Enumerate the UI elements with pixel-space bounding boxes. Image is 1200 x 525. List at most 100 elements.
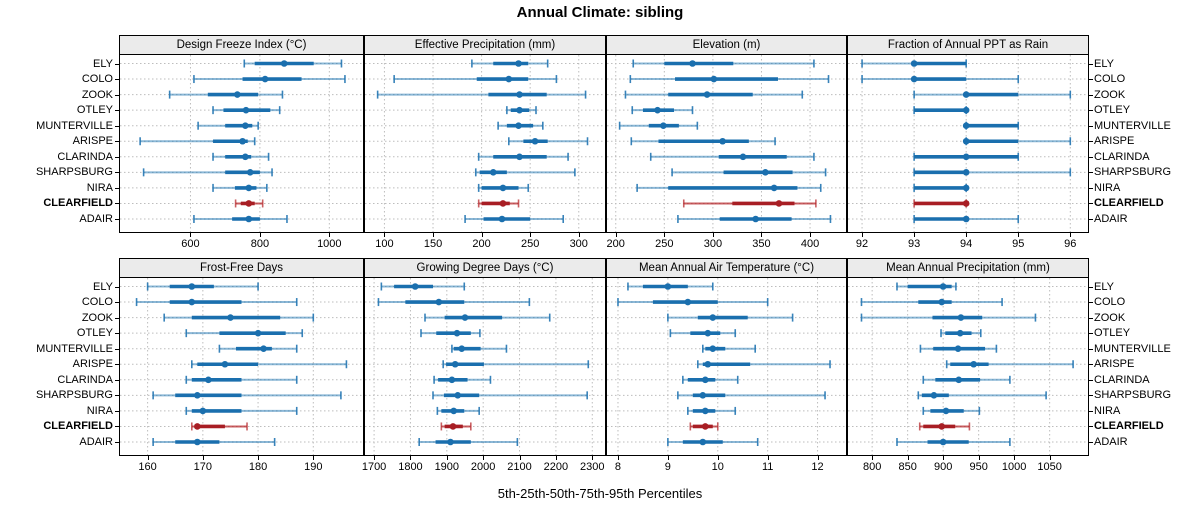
median-dot-ely	[939, 283, 947, 290]
percentile-plot	[365, 278, 605, 455]
x-axis-tick	[592, 456, 594, 460]
x-axis-tick-label: 300	[703, 238, 723, 250]
median-dot-clearfield	[962, 200, 970, 207]
median-dot-clarinda	[955, 376, 963, 384]
row-tick	[1089, 94, 1093, 96]
panel-8: Mean Annual Precipitation (mm)	[847, 258, 1089, 456]
median-dot-clarinda	[739, 153, 747, 161]
x-axis-tick	[483, 456, 485, 460]
median-dot-clearfield	[701, 423, 709, 430]
median-dot-nira	[962, 184, 970, 192]
site-label-right: MUNTERVILLE	[1094, 119, 1171, 132]
x-axis-tick-label: 350	[752, 238, 771, 250]
row-tick	[1089, 348, 1093, 350]
median-dot-ely	[188, 283, 196, 290]
site-label-right: MUNTERVILLE	[1094, 342, 1171, 355]
row-tick	[115, 172, 119, 174]
x-axis-tick-label: 250	[520, 238, 540, 250]
x-axis-tick-label: 150	[423, 238, 443, 250]
median-dot-clarinda	[962, 153, 970, 161]
row-tick	[115, 219, 119, 220]
median-dot-colo	[710, 75, 718, 83]
site-label-left: CLEARFIELD	[43, 420, 113, 433]
panel-plot-area	[847, 277, 1089, 456]
row-tick	[1089, 156, 1093, 158]
x-axis-tick-label: 190	[304, 461, 323, 473]
median-dot-nira	[245, 184, 253, 192]
row-tick	[1089, 125, 1093, 127]
site-label-right: NIRA	[1094, 181, 1121, 194]
percentile-plot	[120, 278, 363, 455]
site-label-right: CLEARFIELD	[1094, 197, 1164, 210]
median-dot-sharpsburg	[489, 169, 497, 176]
median-dot-arispe	[531, 137, 539, 145]
row-tick	[115, 426, 119, 428]
x-axis-tick-label: 1900	[434, 461, 460, 473]
median-dot-adair	[699, 438, 707, 446]
x-axis-tick-label: 850	[898, 461, 917, 473]
panel-plot-area	[847, 54, 1089, 233]
row-tick	[1089, 317, 1093, 319]
median-dot-adair	[752, 215, 759, 223]
x-axis-tick-label: 250	[655, 238, 674, 250]
row-tick	[115, 410, 119, 412]
row-tick	[115, 442, 119, 443]
site-label-left: CLEARFIELD	[43, 197, 113, 210]
median-dot-ely	[910, 60, 918, 67]
median-dot-otley	[254, 329, 262, 337]
x-axis-tick	[259, 233, 261, 237]
median-dot-zook	[709, 314, 717, 321]
x-axis-tick	[907, 456, 909, 460]
site-label-left: COLO	[81, 296, 113, 309]
site-label-left: ARISPE	[72, 358, 113, 371]
median-dot-arispe	[451, 360, 459, 368]
site-label-right: ARISPE	[1094, 358, 1135, 371]
median-dot-arispe	[719, 137, 726, 145]
panel-plot-area	[364, 54, 606, 233]
median-dot-otley	[242, 106, 250, 114]
median-dot-arispe	[970, 360, 977, 368]
x-axis-tick-label: 8	[614, 461, 622, 473]
x-axis-tick	[329, 233, 331, 237]
median-dot-sharpsburg	[762, 169, 769, 176]
x-axis-tick-label: 2200	[543, 461, 569, 473]
median-dot-zook	[516, 91, 523, 98]
x-axis-tick	[761, 233, 763, 237]
x-axis-tick-label: 100	[375, 238, 394, 250]
median-dot-nira	[701, 407, 709, 415]
site-label-left: ELY	[93, 57, 113, 70]
x-axis-tick	[147, 456, 149, 460]
x-axis-tick	[555, 456, 557, 460]
row-tick	[1089, 219, 1093, 220]
panel-2: Effective Precipitation (mm)	[364, 35, 606, 233]
panel-plot-area	[119, 277, 364, 456]
row-tick	[1089, 333, 1093, 335]
site-label-right: ZOOK	[1094, 88, 1126, 101]
median-dot-clearfield	[775, 200, 783, 207]
site-label-right: NIRA	[1094, 404, 1121, 417]
x-axis-tick	[810, 233, 812, 237]
site-label-left: ARISPE	[72, 135, 113, 148]
median-dot-colo	[684, 298, 692, 306]
panel-strip-title: Mean Annual Air Temperature (°C)	[606, 258, 847, 278]
median-dot-nira	[942, 407, 950, 415]
x-axis-tick-label: 900	[933, 461, 953, 473]
median-dot-zook	[962, 91, 970, 98]
percentile-plot	[607, 55, 846, 232]
panel-plot-area	[606, 277, 847, 456]
site-label-left: NIRA	[86, 181, 113, 194]
median-dot-colo	[505, 75, 513, 83]
x-axis-tick-label: 94	[960, 238, 973, 250]
site-label-left: ADAIR	[79, 436, 113, 448]
site-label-right: OTLEY	[1094, 104, 1131, 117]
median-dot-sharpsburg	[962, 169, 970, 176]
median-dot-otley	[654, 106, 661, 114]
x-axis-tick	[664, 233, 666, 237]
x-axis-tick-label: 1050	[1037, 461, 1062, 473]
site-label-right: COLO	[1094, 296, 1126, 309]
x-axis-tick	[712, 233, 714, 237]
x-axis-tick	[1018, 233, 1020, 237]
median-dot-ely	[515, 60, 522, 67]
median-dot-adair	[245, 215, 253, 223]
